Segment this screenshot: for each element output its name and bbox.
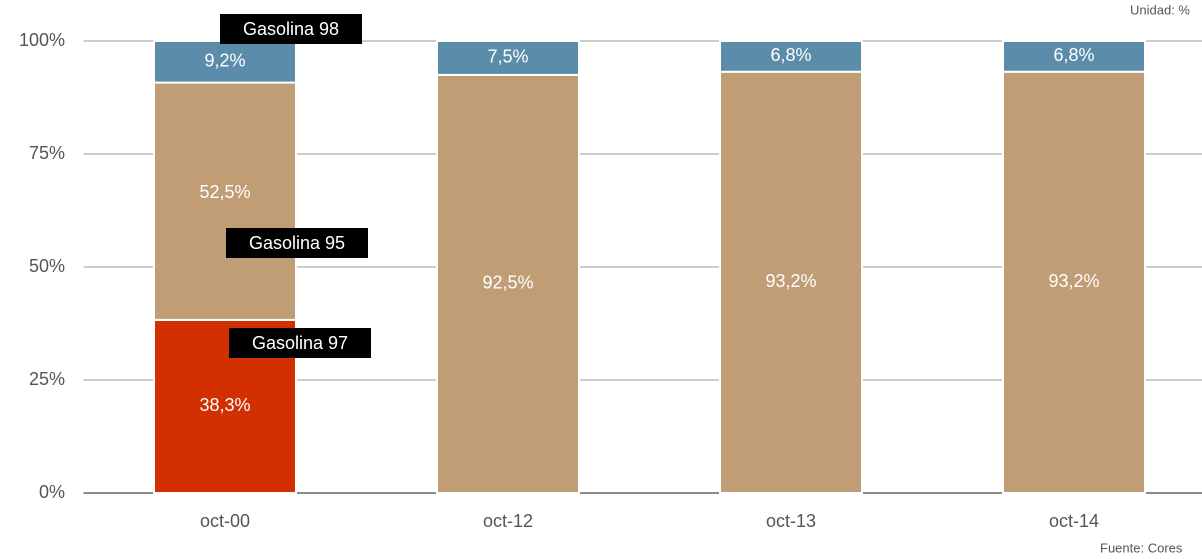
source-note: Fuente: Cores	[1100, 540, 1183, 555]
value-label: 6,8%	[770, 45, 811, 65]
value-label: 9,2%	[204, 51, 245, 71]
value-label: 6,8%	[1053, 45, 1094, 65]
y-tick-label: 50%	[29, 256, 65, 276]
x-tick-label: oct-12	[483, 511, 533, 531]
y-tick-label: 25%	[29, 369, 65, 389]
value-label: 38,3%	[199, 395, 250, 415]
bar-segment	[436, 40, 580, 76]
legend-label: Gasolina 97	[252, 333, 348, 353]
value-label: 92,5%	[482, 273, 533, 293]
x-tick-label: oct-14	[1049, 511, 1099, 531]
legend-label: Gasolina 95	[249, 233, 345, 253]
y-tick-label: 75%	[29, 143, 65, 163]
bar-segment	[1002, 40, 1146, 73]
legend-box	[226, 228, 368, 258]
value-label: 93,2%	[1048, 271, 1099, 291]
value-label: 93,2%	[765, 271, 816, 291]
value-label: 7,5%	[487, 47, 528, 67]
legend-label: Gasolina 98	[243, 19, 339, 39]
legend-box	[220, 14, 362, 44]
unit-note: Unidad: %	[1130, 2, 1190, 17]
bar-segment	[719, 40, 863, 73]
legend-box	[229, 328, 371, 358]
x-tick-label: oct-00	[200, 511, 250, 531]
bar-segment	[1002, 70, 1146, 495]
value-label: 52,5%	[199, 182, 250, 202]
x-tick-label: oct-13	[766, 511, 816, 531]
bar-segment	[153, 81, 297, 321]
y-tick-label: 0%	[39, 482, 65, 502]
y-tick-label: 100%	[19, 30, 65, 50]
